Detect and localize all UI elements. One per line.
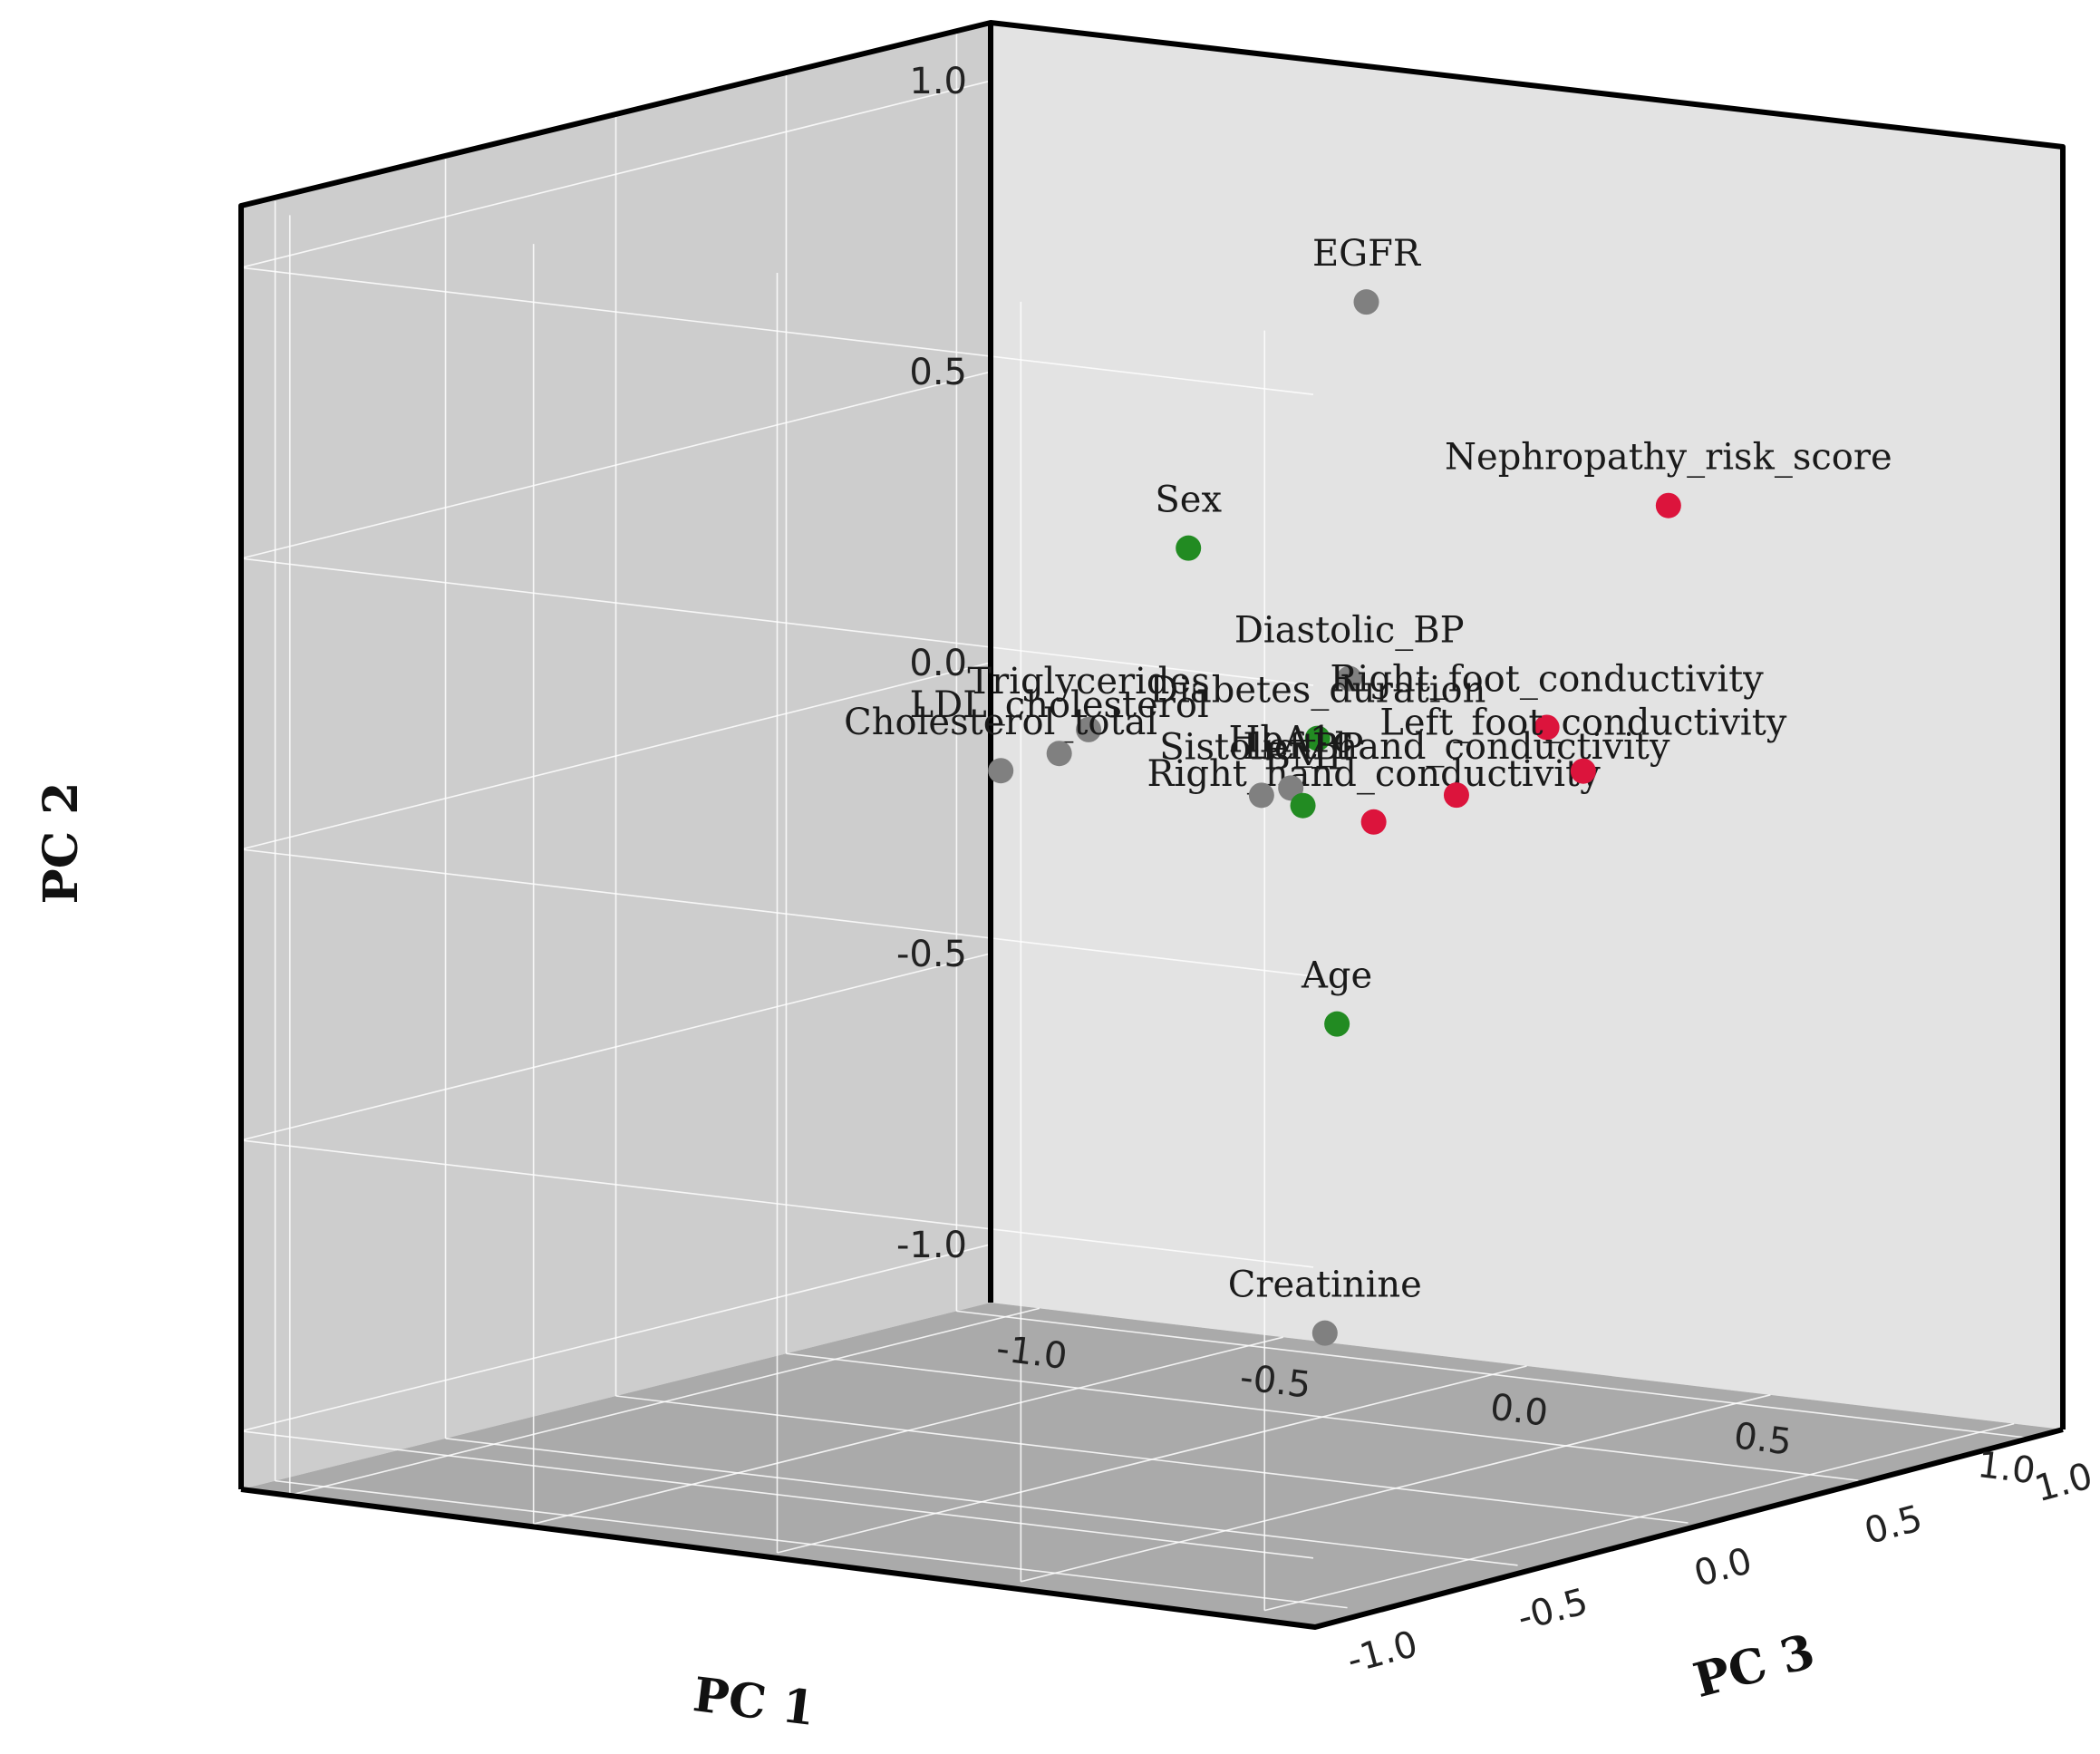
data-point (1655, 492, 1681, 518)
z-axis-title: PC 3 (1688, 1623, 1820, 1709)
point-label: Age (1301, 955, 1372, 997)
data-point (1176, 535, 1202, 561)
grid-line (615, 1395, 1689, 1524)
data-point (1248, 782, 1274, 809)
data-point (1360, 809, 1387, 835)
point-label: HbA1c (1229, 719, 1353, 761)
grid-line (240, 557, 1314, 686)
data-point (1290, 792, 1316, 819)
grid-line (240, 80, 992, 268)
point-label: EGFR (1312, 233, 1422, 275)
point-label: Sistolic_BP (1159, 726, 1363, 768)
data-point (1336, 665, 1362, 692)
y-tick-label: 1.0 (909, 61, 967, 102)
point-label: Diastolic_BP (1234, 610, 1465, 652)
point-label: BMI (1263, 737, 1341, 779)
point-label: Right_foot_conductivity (1330, 658, 1764, 700)
x-tick-label: 0.5 (1732, 1415, 1795, 1463)
z-tick-label: 0.0 (1689, 1540, 1756, 1595)
x-tick-label: -1.0 (994, 1328, 1069, 1378)
point-label: Triglycerides (967, 661, 1209, 703)
z-tick-label: 1.0 (2030, 1455, 2096, 1510)
point-label: Sex (1155, 480, 1222, 521)
grid-line (786, 1352, 1859, 1481)
point-label: Left_foot_conductivity (1379, 703, 1787, 744)
x-tick-label: 1.0 (1975, 1444, 2037, 1492)
x-axis-title: PC 1 (691, 1667, 818, 1737)
z-tick-label: -0.5 (1514, 1581, 1592, 1640)
z-tick-label: -1.0 (1343, 1623, 1422, 1682)
data-point (1570, 758, 1596, 784)
y-tick-label: -1.0 (896, 1225, 967, 1266)
data-point (1076, 716, 1102, 742)
data-point (1324, 1011, 1350, 1037)
grid-line (956, 1310, 2029, 1439)
point-label: Cholesterol_total (844, 702, 1157, 743)
box-edges-floor (240, 1427, 2064, 1630)
y-tick-label: 0.0 (909, 643, 967, 684)
data-point (1443, 782, 1469, 809)
right-wall (991, 23, 2063, 1429)
grid-line (1021, 1394, 1771, 1583)
data-point (1353, 289, 1379, 315)
z-tick-label: 0.5 (1860, 1497, 1926, 1553)
point-label: Left_hand_conductivity (1243, 726, 1669, 768)
y-tick-label: -0.5 (896, 934, 967, 975)
x-tick-label: 0.0 (1488, 1386, 1551, 1434)
point-label: LDL_cholesterol (910, 684, 1209, 726)
point-label: Nephropathy_risk_score (1445, 437, 1892, 479)
point-label: Right_hand_conductivity (1147, 753, 1602, 795)
data-point (1311, 1320, 1338, 1346)
y-tick-label: 0.5 (909, 352, 967, 393)
data-point (988, 758, 1014, 784)
grid-line (240, 371, 992, 559)
point-label: Diabetes_duration (1149, 670, 1485, 712)
grid-line (240, 266, 1314, 395)
y-axis-title: PC 2 (34, 782, 89, 905)
x-tick-label: -0.5 (1238, 1357, 1313, 1407)
data-point (1046, 741, 1072, 767)
data-point (1304, 725, 1331, 751)
grid-line (1264, 1422, 2015, 1612)
point-label: Creatinine (1228, 1265, 1422, 1306)
data-point (1534, 714, 1560, 741)
